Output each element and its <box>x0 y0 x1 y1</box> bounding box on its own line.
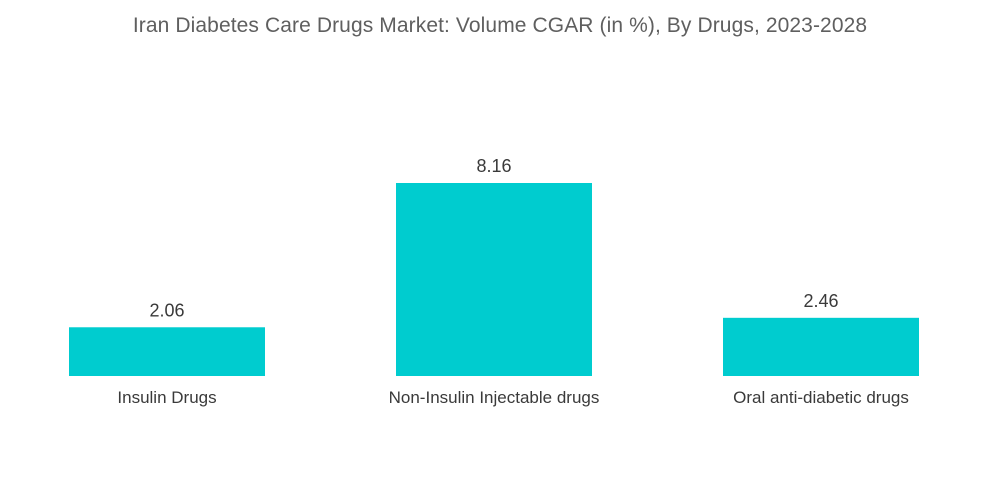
category-label-2: Non-Insulin Injectable drugs <box>389 388 600 407</box>
bar-2 <box>396 183 592 376</box>
value-label-2: 8.16 <box>476 156 511 176</box>
bars-layer <box>69 183 919 376</box>
value-labels-layer: 2.06 8.16 2.46 <box>149 156 838 320</box>
category-labels-layer: Insulin Drugs Non-Insulin Injectable drug… <box>117 388 908 407</box>
bar-1 <box>69 327 265 376</box>
value-label-3: 2.46 <box>803 291 838 311</box>
category-label-1: Insulin Drugs <box>117 388 216 407</box>
value-label-1: 2.06 <box>149 300 184 320</box>
category-label-3: Oral anti-diabetic drugs <box>733 388 909 407</box>
chart-title: Iran Diabetes Care Drugs Market: Volume … <box>132 14 868 37</box>
bar-3 <box>723 317 919 376</box>
